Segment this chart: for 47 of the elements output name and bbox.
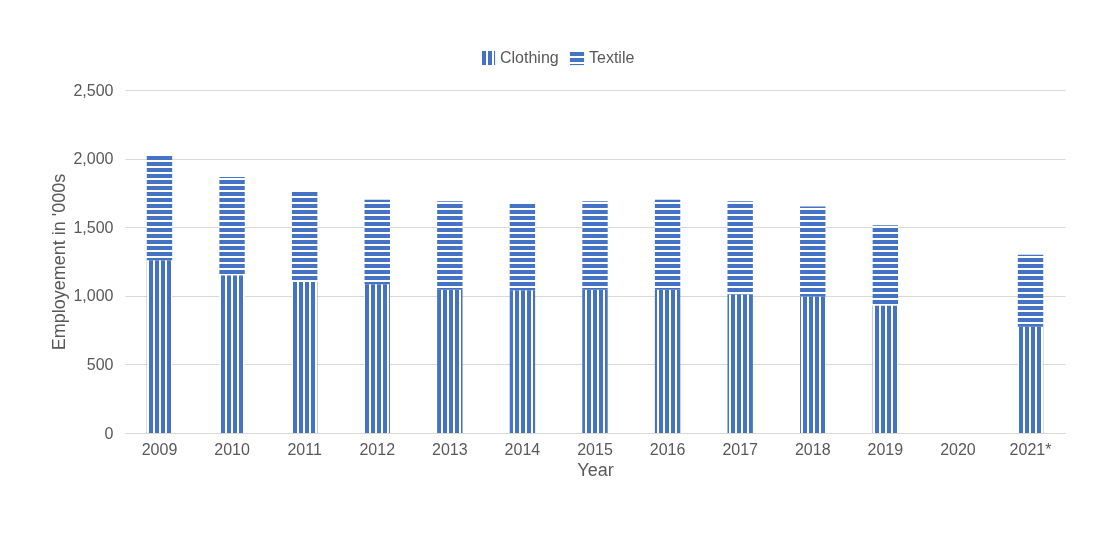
- bar: [727, 201, 753, 295]
- bar: [800, 296, 826, 433]
- y-tick-label: 0: [104, 424, 114, 442]
- x-tick-label: 2018: [794, 440, 831, 458]
- x-tick-label: 2009: [141, 440, 178, 458]
- x-tick-label: 2014: [504, 440, 541, 458]
- bar: [727, 294, 753, 433]
- bar: [219, 177, 245, 276]
- bar: [872, 225, 899, 306]
- y-tick-label: 2,500: [73, 81, 114, 99]
- x-tick-label: 2012: [359, 440, 396, 458]
- x-tick-label: 2020: [940, 440, 976, 458]
- x-tick-label: 2019: [867, 440, 904, 458]
- bar: [219, 275, 245, 433]
- y-tick-label: 1,500: [73, 218, 114, 236]
- bar: [364, 199, 390, 285]
- x-tick-label: 2017: [722, 440, 759, 458]
- bar: [1017, 254, 1044, 327]
- bar: [582, 201, 608, 290]
- x-tick-label: 2015: [577, 440, 613, 458]
- x-tick-label: 2013: [432, 440, 468, 458]
- bar: [872, 305, 899, 433]
- y-tick-label: 1,000: [73, 287, 114, 305]
- x-tick-label: 2016: [649, 440, 686, 458]
- legend-label: Textile: [589, 49, 635, 66]
- bar: [146, 260, 173, 433]
- y-tick-label: 2,000: [73, 150, 114, 168]
- x-tick-label: 2021*: [1009, 440, 1052, 458]
- bar: [800, 206, 826, 297]
- bar: [291, 282, 318, 433]
- x-tick-label: 2010: [214, 440, 250, 458]
- bar: [437, 201, 463, 290]
- bar: [1017, 326, 1044, 433]
- bar: [291, 191, 318, 283]
- bar: [146, 154, 173, 261]
- x-tick-label: 2011: [287, 440, 322, 458]
- bar: [654, 199, 681, 290]
- y-tick-label: 500: [86, 355, 114, 373]
- bar: [654, 289, 681, 433]
- bar: [509, 202, 536, 291]
- bar: [582, 289, 608, 433]
- bar: [437, 289, 463, 433]
- bar: [364, 284, 390, 433]
- y-axis-title: Employement in '000s: [49, 173, 70, 351]
- bar: [509, 290, 536, 433]
- legend-label: Clothing: [500, 49, 559, 66]
- x-axis-title: Year: [577, 459, 614, 480]
